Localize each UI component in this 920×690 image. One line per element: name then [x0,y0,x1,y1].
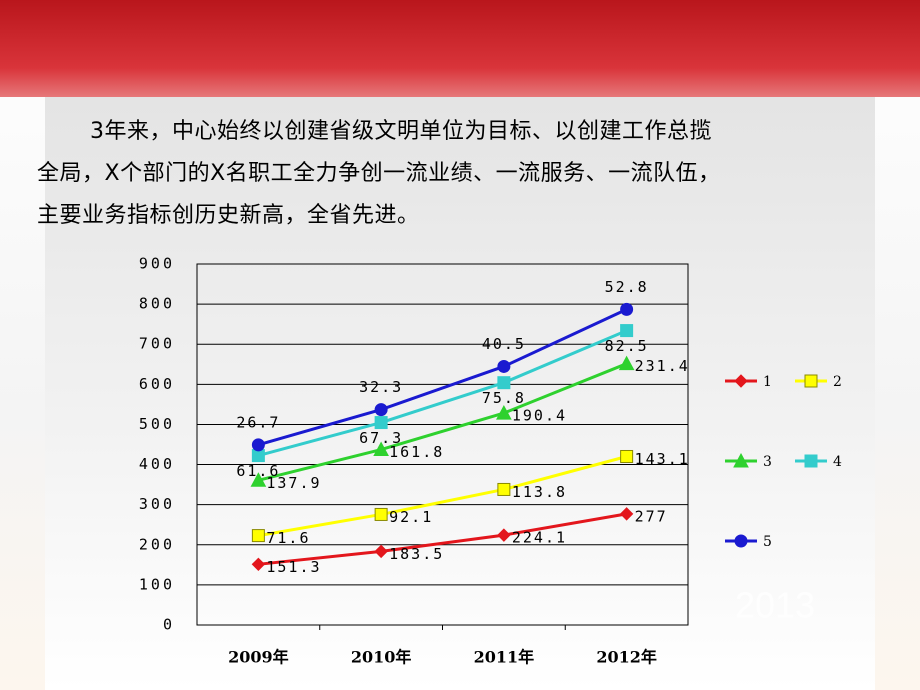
data-point [251,529,265,543]
data-point [496,405,512,420]
paragraph-line: 3年来，中心始终以创建省级文明单位为目标、以创建工作总揽 [90,119,712,144]
data-label: 61.6 [236,462,280,480]
data-point [619,507,634,521]
legend-label: 3 [763,454,772,470]
data-label: 277 [635,507,668,525]
legend-label: 5 [763,534,772,550]
y-tick-label: 700 [139,335,175,353]
content-box [45,97,875,690]
x-tick-label: 2010年 [351,648,412,667]
data-label: 113.8 [512,483,567,501]
data-point [374,507,388,521]
data-point [250,472,267,487]
data-label: 82.5 [605,337,649,355]
data-point [374,416,388,430]
y-tick-label: 300 [139,495,175,513]
data-label: 161.8 [389,443,444,461]
y-tick-label: 500 [139,415,175,433]
legend-marker [804,374,818,388]
data-label: 71.6 [266,529,310,547]
banner [0,0,920,97]
legend-marker [733,452,749,468]
data-label: 143.1 [635,450,690,468]
x-tick-label: 2012年 [596,648,657,667]
data-point [251,438,265,452]
y-tick-label: 0 [163,616,175,634]
data-label: 40.5 [482,335,526,353]
paragraph-line: 主要业务指标创历史新高，全省先进。 [37,203,420,228]
y-tick-label: 100 [139,575,175,593]
data-label: 92.1 [389,508,433,526]
data-point [620,449,634,463]
data-point [620,302,634,316]
data-point [251,449,265,463]
data-label: 67.3 [359,429,403,447]
series-line [257,308,628,447]
y-tick-label: 400 [139,455,175,473]
data-point [373,441,389,457]
series-line [257,329,628,458]
x-tick-label: 2009年 [228,648,289,667]
data-point [374,544,388,559]
series-line [258,512,627,566]
legend-marker [734,534,748,548]
data-label: 151.3 [266,558,321,576]
legend-label: 2 [833,374,842,390]
legend-label: 4 [833,454,842,470]
series-line [258,362,628,482]
data-point [497,376,511,390]
data-point [251,557,266,572]
data-label: 26.7 [236,413,280,431]
data-label: 190.4 [512,407,567,425]
x-tick-label: 2011年 [474,648,535,667]
y-tick-label: 200 [139,535,175,553]
decoration-text: 2013 [735,585,815,626]
data-label: 224.1 [512,529,567,547]
legend-label: 1 [763,374,772,390]
data-point [497,359,511,373]
data-label: 231.4 [635,357,690,375]
paragraph-line: 全局，X个部门的X名职工全力争创一流业绩、一流服务、一流队伍， [37,161,721,186]
series-line [258,455,628,538]
data-label: 137.9 [266,474,321,492]
data-point [374,403,388,417]
y-tick-label: 900 [139,255,175,273]
data-point [497,528,511,542]
data-label: 32.3 [359,378,403,396]
data-label: 75.8 [482,389,526,407]
data-label: 183.5 [389,545,444,563]
data-point [497,482,511,496]
y-tick-label: 600 [139,375,175,393]
legend-marker [804,454,818,468]
data-label: 52.8 [605,278,649,296]
data-point [620,324,634,338]
data-point [618,355,635,371]
y-tick-label: 800 [139,295,175,313]
legend-marker [734,374,748,388]
